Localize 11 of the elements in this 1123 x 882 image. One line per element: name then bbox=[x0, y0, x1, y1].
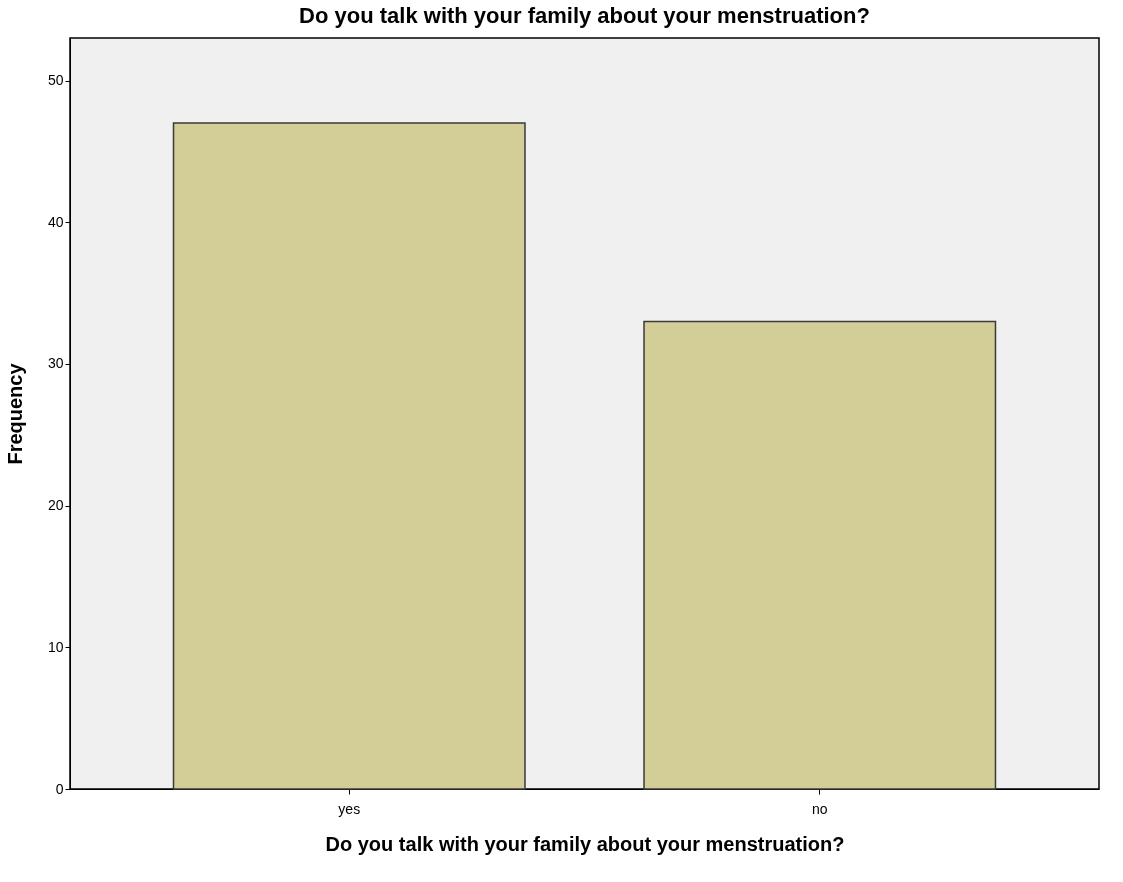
chart-title: Do you talk with your family about your menstruation? bbox=[299, 3, 870, 28]
y-tick-label: 20 bbox=[47, 497, 64, 514]
y-tick-label: 50 bbox=[47, 72, 64, 89]
x-axis-title: Do you talk with your family about your menstruation? bbox=[325, 832, 845, 855]
y-tick-label: 0 bbox=[55, 780, 64, 797]
x-tick-label: no bbox=[811, 800, 828, 817]
y-tick-label: 30 bbox=[47, 355, 64, 372]
y-tick-label: 40 bbox=[47, 213, 64, 230]
x-tick-label: yes bbox=[338, 800, 361, 817]
y-axis-title: Frequency bbox=[3, 362, 26, 465]
y-tick-label: 10 bbox=[47, 638, 64, 655]
